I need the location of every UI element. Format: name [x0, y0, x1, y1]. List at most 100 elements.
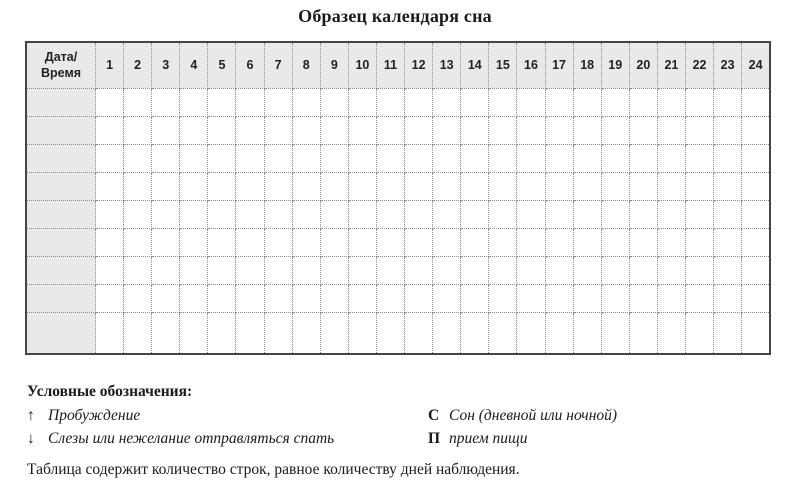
calendar-cell: [207, 311, 237, 355]
legend-item-label: Сон (дневной или ночной): [449, 407, 618, 424]
calendar-cell: [460, 199, 490, 229]
calendar-cell: [488, 199, 518, 229]
hour-header-3: 3: [151, 41, 181, 89]
calendar-cell: [432, 255, 462, 285]
calendar-cell: [600, 87, 630, 117]
table-row: [25, 199, 771, 229]
calendar-cell: [572, 311, 602, 355]
calendar-cell: [151, 255, 181, 285]
table-row: [25, 115, 771, 145]
calendar-cell: [375, 143, 406, 173]
hour-header-1: 1: [94, 41, 125, 89]
calendar-cell: [179, 87, 209, 117]
calendar-cell: [404, 311, 434, 355]
calendar-cell: [600, 311, 630, 355]
hour-header-15: 15: [488, 41, 518, 89]
calendar-cell: [123, 227, 153, 257]
hour-header-20: 20: [628, 41, 658, 89]
calendar-cell: [741, 143, 771, 173]
table-body: [25, 87, 771, 355]
calendar-cell: [460, 143, 490, 173]
calendar-cell: [432, 311, 462, 355]
calendar-cell: [656, 199, 686, 229]
calendar-cell: [404, 87, 434, 117]
calendar-cell: [291, 115, 321, 145]
calendar-cell: [656, 255, 686, 285]
calendar-cell: [488, 283, 518, 313]
legend-item-tears: ↓ Слезы или нежелание отправляться спать: [27, 430, 334, 448]
calendar-cell: [713, 171, 743, 201]
footnote: Таблица содержит количество строк, равно…: [27, 461, 520, 478]
calendar-cell: [375, 199, 406, 229]
hour-header-7: 7: [263, 41, 293, 89]
calendar-cell: [263, 199, 293, 229]
calendar-cell: [544, 199, 574, 229]
calendar-cell: [684, 199, 715, 229]
date-cell: [25, 143, 96, 173]
calendar-cell: [600, 199, 630, 229]
calendar-cell: [207, 87, 237, 117]
calendar-cell: [179, 283, 209, 313]
calendar-cell: [432, 283, 462, 313]
calendar-cell: [741, 227, 771, 257]
calendar-cell: [263, 283, 293, 313]
calendar-cell: [432, 199, 462, 229]
calendar-cell: [713, 143, 743, 173]
calendar-cell: [600, 115, 630, 145]
corner-header-line1: Дата/: [44, 50, 78, 64]
calendar-cell: [347, 199, 377, 229]
calendar-cell: [741, 87, 771, 117]
calendar-cell: [544, 115, 574, 145]
calendar-cell: [544, 227, 574, 257]
calendar-cell: [713, 283, 743, 313]
calendar-cell: [432, 143, 462, 173]
hour-header-5: 5: [207, 41, 237, 89]
calendar-cell: [123, 87, 153, 117]
header-row: Дата/ Время 1 2 3 4 5 6 7 8 9 10 11 12 13 14 15 16 17 18 1…: [25, 41, 771, 89]
calendar-cell: [94, 199, 125, 229]
legend-item-sleep: С Сон (дневной или ночной): [428, 407, 617, 425]
calendar-cell: [488, 115, 518, 145]
table-header: Дата/ Время 1 2 3 4 5 6 7 8 9 10 11 12 13 14 15 16 17 18 1…: [25, 41, 771, 89]
table-row: [25, 255, 771, 285]
calendar-cell: [684, 227, 715, 257]
hour-header-21: 21: [656, 41, 686, 89]
calendar-cell: [123, 255, 153, 285]
calendar-cell: [516, 143, 546, 173]
calendar-cell: [347, 171, 377, 201]
calendar-cell: [235, 227, 265, 257]
arrow-down-icon: ↓: [27, 430, 35, 447]
calendar-cell: [263, 171, 293, 201]
calendar-cell: [488, 227, 518, 257]
calendar-cell: [123, 115, 153, 145]
calendar-cell: [347, 255, 377, 285]
calendar-cell: [319, 199, 349, 229]
calendar-cell: [179, 199, 209, 229]
calendar-cell: [544, 87, 574, 117]
calendar-cell: [656, 311, 686, 355]
calendar-cell: [404, 199, 434, 229]
calendar-cell: [460, 283, 490, 313]
calendar-cell: [235, 87, 265, 117]
calendar-cell: [123, 199, 153, 229]
symbol-sleep: С: [428, 407, 440, 424]
calendar-cell: [375, 171, 406, 201]
calendar-cell: [375, 115, 406, 145]
calendar-cell: [207, 115, 237, 145]
calendar-cell: [291, 311, 321, 355]
calendar-cell: [319, 255, 349, 285]
hour-header-4: 4: [179, 41, 209, 89]
calendar-cell: [628, 171, 658, 201]
calendar-cell: [628, 199, 658, 229]
date-cell: [25, 227, 96, 257]
legend-item-label: прием пищи: [449, 430, 528, 447]
hour-header-11: 11: [375, 41, 406, 89]
legend-item-label: Пробуждение: [48, 407, 141, 424]
calendar-cell: [347, 115, 377, 145]
calendar-cell: [347, 87, 377, 117]
calendar-cell: [572, 199, 602, 229]
table-row: [25, 311, 771, 355]
calendar-cell: [432, 87, 462, 117]
calendar-cell: [404, 115, 434, 145]
